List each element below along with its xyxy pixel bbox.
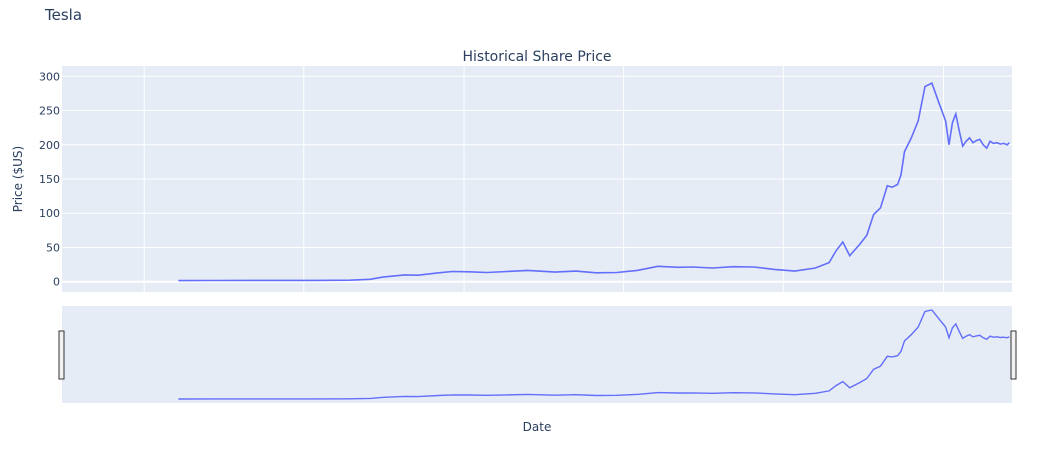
range-slider-right-handle[interactable] bbox=[1010, 330, 1017, 380]
y-tick-label: 250 bbox=[39, 105, 60, 118]
y-tick-label: 50 bbox=[46, 241, 60, 254]
x-axis-label: Date bbox=[523, 420, 552, 434]
app-title: Tesla bbox=[45, 6, 83, 24]
y-tick-labels: 0 50 100 150 200 250 300 bbox=[39, 70, 60, 288]
price-line bbox=[178, 81, 1010, 282]
range-slider-price-line bbox=[178, 309, 1010, 400]
y-tick-label: 300 bbox=[39, 70, 60, 83]
y-tick-label: 150 bbox=[39, 173, 60, 186]
chart-title: Historical Share Price bbox=[462, 49, 611, 65]
y-gridlines bbox=[62, 75, 1012, 283]
range-slider-left-handle[interactable] bbox=[58, 330, 65, 380]
range-slider[interactable] bbox=[62, 306, 1012, 403]
y-tick-label: 100 bbox=[39, 207, 60, 220]
y-tick-label: 0 bbox=[53, 276, 60, 289]
y-axis-label: Price ($US) bbox=[11, 146, 25, 213]
y-tick-label: 200 bbox=[39, 139, 60, 152]
